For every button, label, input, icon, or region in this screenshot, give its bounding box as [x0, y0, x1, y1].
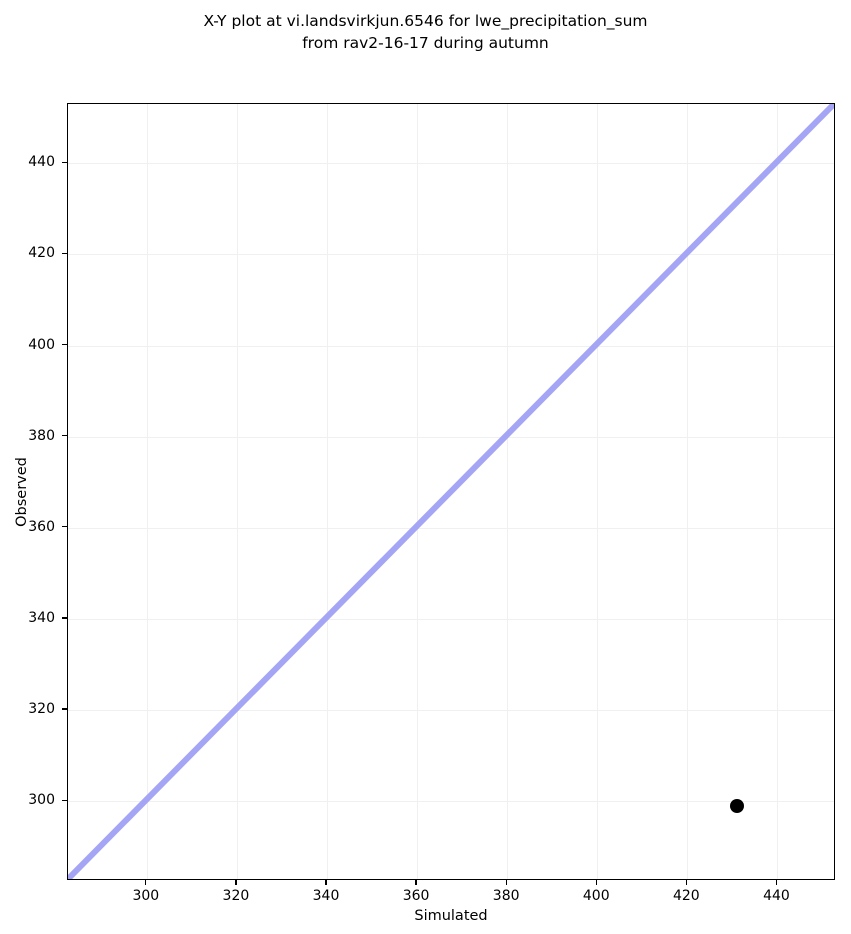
gridline-horizontal	[68, 710, 834, 712]
x-tick-label: 420	[672, 888, 700, 904]
gridline-horizontal	[68, 436, 834, 438]
y-tick-mark	[62, 617, 67, 619]
x-tick-mark	[235, 880, 237, 885]
gridline-vertical	[597, 104, 599, 879]
gridline-vertical	[146, 104, 148, 879]
y-tick-label: 360	[28, 518, 55, 535]
x-tick-mark	[595, 880, 597, 885]
gridline-vertical	[687, 104, 689, 879]
gridline-horizontal	[68, 163, 834, 165]
x-tick-label: 320	[222, 888, 250, 904]
y-tick-label: 420	[28, 245, 55, 262]
y-tick-label: 380	[28, 427, 55, 444]
y-tick-label: 340	[28, 609, 55, 626]
plot-area	[67, 103, 835, 880]
y-tick-mark	[62, 343, 67, 346]
x-tick-label: 380	[492, 888, 520, 904]
x-tick-label: 340	[312, 888, 340, 904]
y-tick-mark	[62, 799, 67, 801]
y-tick-label: 300	[28, 792, 55, 809]
x-tick-mark	[145, 880, 147, 885]
page-title: X-Y plot at vi.landsvirkjun.6546 for lwe…	[203, 12, 648, 52]
gridline-vertical	[327, 104, 328, 879]
gridline-vertical	[236, 104, 238, 879]
y-axis-label: Observed	[14, 457, 30, 527]
x-tick-mark	[505, 880, 507, 885]
x-tick-label: 360	[402, 888, 430, 904]
y-tick-label: 320	[28, 701, 55, 718]
reference-line-segment	[68, 104, 834, 879]
gridline-horizontal	[68, 345, 834, 347]
gridline-vertical	[507, 104, 509, 879]
gridline-vertical	[777, 104, 779, 879]
y-tick-mark	[62, 708, 67, 710]
gridline-horizontal	[68, 527, 834, 529]
data-point-marker	[729, 799, 744, 814]
one-to-one-reference-line	[68, 104, 834, 879]
x-tick-label: 300	[132, 888, 160, 904]
y-tick-mark	[62, 435, 67, 437]
y-tick-mark	[62, 526, 67, 528]
gridline-vertical	[417, 104, 419, 879]
x-tick-mark	[775, 880, 778, 885]
y-tick-mark	[62, 161, 67, 163]
gridline-horizontal	[68, 618, 834, 620]
x-tick-label: 440	[763, 888, 790, 904]
x-tick-label: 400	[582, 888, 610, 904]
x-tick-mark	[325, 880, 327, 885]
gridline-horizontal	[68, 801, 834, 803]
y-tick-mark	[62, 252, 67, 255]
x-tick-mark	[415, 880, 417, 885]
x-tick-mark	[685, 880, 687, 885]
y-tick-label: 440	[28, 154, 55, 171]
gridline-horizontal	[68, 254, 834, 256]
x-axis-label: Simulated	[414, 908, 488, 924]
y-tick-label: 400	[28, 336, 55, 353]
